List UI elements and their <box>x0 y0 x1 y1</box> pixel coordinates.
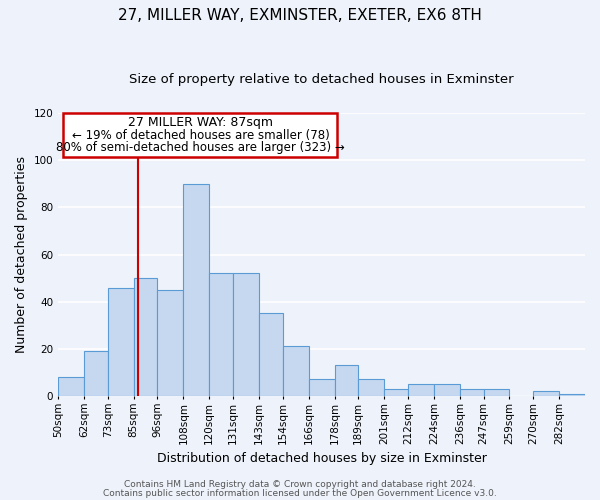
Bar <box>259 314 283 396</box>
Bar <box>460 389 484 396</box>
Title: Size of property relative to detached houses in Exminster: Size of property relative to detached ho… <box>129 72 514 86</box>
Bar <box>157 290 184 396</box>
Bar <box>84 351 108 396</box>
Bar <box>484 389 509 396</box>
Bar <box>108 288 134 396</box>
Bar <box>533 392 559 396</box>
Text: 27, MILLER WAY, EXMINSTER, EXETER, EX6 8TH: 27, MILLER WAY, EXMINSTER, EXETER, EX6 8… <box>118 8 482 22</box>
Text: 27 MILLER WAY: 87sqm: 27 MILLER WAY: 87sqm <box>128 116 273 130</box>
Bar <box>335 366 358 396</box>
Y-axis label: Number of detached properties: Number of detached properties <box>15 156 28 353</box>
X-axis label: Distribution of detached houses by size in Exminster: Distribution of detached houses by size … <box>157 452 487 465</box>
Bar <box>58 377 84 396</box>
Bar <box>209 274 233 396</box>
Bar <box>184 184 209 396</box>
Bar <box>358 380 384 396</box>
Text: Contains public sector information licensed under the Open Government Licence v3: Contains public sector information licen… <box>103 488 497 498</box>
Bar <box>384 389 408 396</box>
Bar <box>559 394 585 396</box>
Text: Contains HM Land Registry data © Crown copyright and database right 2024.: Contains HM Land Registry data © Crown c… <box>124 480 476 489</box>
Bar <box>408 384 434 396</box>
Bar <box>434 384 460 396</box>
FancyBboxPatch shape <box>64 113 337 157</box>
Bar <box>233 274 259 396</box>
Bar <box>134 278 157 396</box>
Bar <box>283 346 308 396</box>
Text: 80% of semi-detached houses are larger (323) →: 80% of semi-detached houses are larger (… <box>56 142 345 154</box>
Text: ← 19% of detached houses are smaller (78): ← 19% of detached houses are smaller (78… <box>71 128 329 141</box>
Bar <box>308 380 335 396</box>
